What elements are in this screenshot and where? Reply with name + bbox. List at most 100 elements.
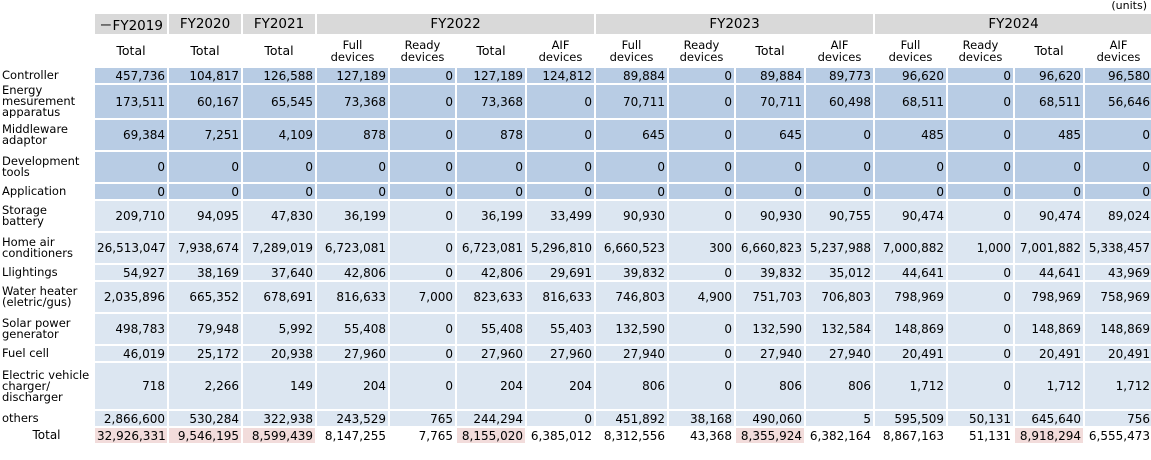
table-cell: 0 xyxy=(948,314,1013,344)
table-cell: 5,296,810 xyxy=(527,233,594,263)
table-cell: 29,691 xyxy=(527,265,594,280)
table-cell: 20,491 xyxy=(875,346,946,361)
header-blank-cell xyxy=(0,36,93,66)
table-cell: 79,948 xyxy=(169,314,241,344)
table-cell: 0 xyxy=(948,282,1013,312)
table-cell: 6,723,081 xyxy=(317,233,388,263)
header-fy2023: FY2023 xyxy=(596,14,873,34)
table-cell: 806 xyxy=(806,363,873,409)
subheader-total: Total xyxy=(1034,43,1064,58)
total-cell: 8,918,294 xyxy=(1015,428,1083,443)
subheader-total: Total xyxy=(476,43,506,58)
row-label: Water heater (eletric/gus) xyxy=(2,284,78,309)
row-label: Middleware adaptor xyxy=(2,122,68,147)
subheader-aif-devices: AIF devices xyxy=(1096,38,1141,64)
total-row: Total 32,926,331 9,546,195 8,599,439 8,147,2… xyxy=(0,428,1151,443)
table-row: Application 0 0 0 0 0 0 0 0 0 0 0 0 0 0 0 xyxy=(0,184,1151,199)
header-fy2020: FY2020 xyxy=(169,14,241,34)
table-cell: 43,969 xyxy=(1085,265,1151,280)
table-cell: 678,691 xyxy=(243,282,315,312)
table-cell: 0 xyxy=(669,346,734,361)
table-cell: 0 xyxy=(948,363,1013,409)
header-fy2021: FY2021 xyxy=(243,14,315,34)
total-cell: 8,147,255 xyxy=(317,428,388,443)
table-cell: 39,832 xyxy=(736,265,804,280)
table-cell: 44,641 xyxy=(1015,265,1083,280)
table-cell: 2,266 xyxy=(169,363,241,409)
table-cell: 1,712 xyxy=(1015,363,1083,409)
table-cell: 0 xyxy=(457,184,525,199)
table-cell: 2,035,896 xyxy=(95,282,167,312)
table-cell: 0 xyxy=(390,68,455,83)
table-cell: 5,992 xyxy=(243,314,315,344)
table-cell: 20,491 xyxy=(1015,346,1083,361)
table-cell: 0 xyxy=(527,120,594,150)
table-cell: 765 xyxy=(390,411,455,426)
table-cell: 645 xyxy=(596,120,667,150)
table-cell: 816,633 xyxy=(527,282,594,312)
table-cell: 0 xyxy=(669,314,734,344)
table-cell: 0 xyxy=(669,120,734,150)
table-cell: 665,352 xyxy=(169,282,241,312)
table-cell: 878 xyxy=(317,120,388,150)
table-cell: 132,590 xyxy=(736,314,804,344)
table-cell: 204 xyxy=(457,363,525,409)
table-cell: 55,408 xyxy=(317,314,388,344)
table-cell: 756 xyxy=(1085,411,1151,426)
table-cell: 0 xyxy=(948,346,1013,361)
row-label: Home air conditioners xyxy=(2,235,73,260)
table-cell: 89,773 xyxy=(806,68,873,83)
table-cell: 0 xyxy=(669,85,734,118)
header-fy2019: －FY2019 xyxy=(95,14,167,34)
table-cell: 96,580 xyxy=(1085,68,1151,83)
header-row-years: －FY2019 FY2020 FY2021 FY2022 FY2023 FY20… xyxy=(0,14,1151,34)
table-cell: 132,590 xyxy=(596,314,667,344)
table-cell: 0 xyxy=(948,120,1013,150)
table-cell: 1,000 xyxy=(948,233,1013,263)
row-label: others xyxy=(2,411,39,425)
table-cell: 132,584 xyxy=(806,314,873,344)
row-label: Energy mesurement apparatus xyxy=(2,85,76,118)
table-cell: 0 xyxy=(948,152,1013,182)
total-cell: 6,385,012 xyxy=(527,428,594,443)
table-cell: 0 xyxy=(875,184,946,199)
table-cell: 0 xyxy=(390,120,455,150)
table-cell: 451,892 xyxy=(596,411,667,426)
table-cell: 0 xyxy=(390,184,455,199)
table-cell: 0 xyxy=(806,184,873,199)
units-label: (units) xyxy=(1111,0,1147,12)
table-cell: 0 xyxy=(1085,120,1151,150)
table-cell: 173,511 xyxy=(95,85,167,118)
subheader-full-devices: Full devices xyxy=(609,38,654,64)
table-cell: 7,251 xyxy=(169,120,241,150)
table-cell: 0 xyxy=(1085,184,1151,199)
table-cell: 36,199 xyxy=(457,201,525,231)
table-cell: 148,869 xyxy=(1085,314,1151,344)
table-cell: 89,024 xyxy=(1085,201,1151,231)
table-cell: 209,710 xyxy=(95,201,167,231)
row-label: Fuel cell xyxy=(2,346,49,360)
total-cell: 32,926,331 xyxy=(95,428,167,443)
table-cell: 38,168 xyxy=(669,411,734,426)
row-label: Controller xyxy=(2,68,59,82)
table-cell: 485 xyxy=(1015,120,1083,150)
table-cell: 204 xyxy=(317,363,388,409)
table-cell: 90,755 xyxy=(806,201,873,231)
subheader-total: Total xyxy=(755,43,785,58)
table-cell: 0 xyxy=(527,85,594,118)
total-cell: 8,155,020 xyxy=(457,428,525,443)
table-cell: 124,812 xyxy=(527,68,594,83)
row-label: Solar power generator xyxy=(2,316,71,341)
table-cell: 0 xyxy=(669,265,734,280)
table-cell: 0 xyxy=(1085,152,1151,182)
table-row: Fuel cell 46,019 25,172 20,938 27,960 0 27,960… xyxy=(0,346,1151,361)
table-cell: 0 xyxy=(390,265,455,280)
row-label: Electric vehicle charger/ discharger xyxy=(2,367,90,404)
table-cell: 0 xyxy=(596,184,667,199)
table-cell: 68,511 xyxy=(1015,85,1083,118)
table-cell: 0 xyxy=(948,265,1013,280)
table-cell: 27,940 xyxy=(806,346,873,361)
table-cell: 56,646 xyxy=(1085,85,1151,118)
table-cell: 751,703 xyxy=(736,282,804,312)
table-cell: 4,109 xyxy=(243,120,315,150)
